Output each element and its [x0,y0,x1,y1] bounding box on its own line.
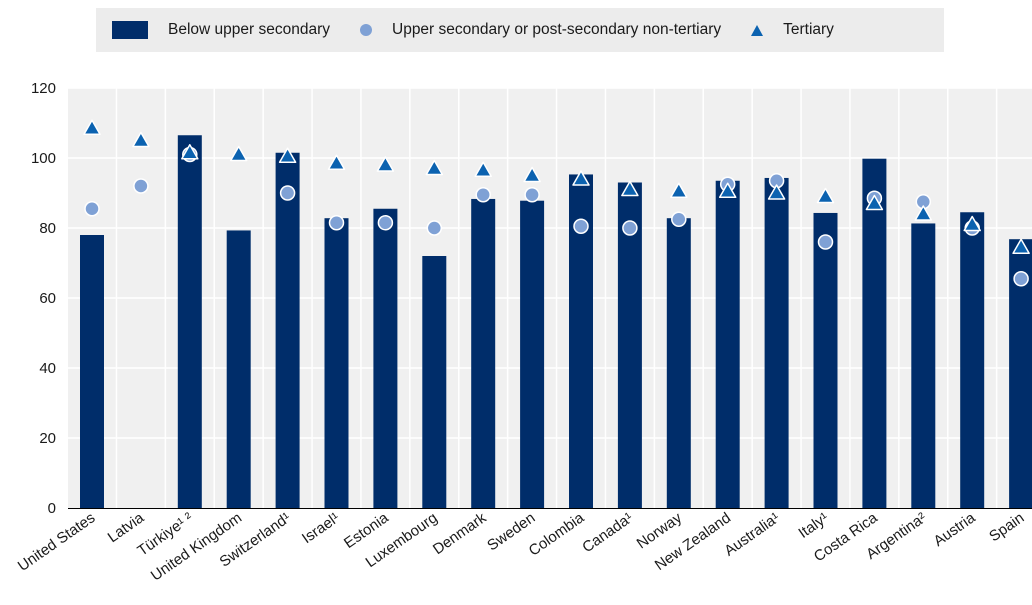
point-upper-secondary-norway [671,211,687,227]
point-tertiary-sweden [523,166,541,183]
point-tertiary-united-kingdom [229,145,248,162]
bar-costa-rica [862,158,887,508]
legend-item-tertiary: Tertiary [721,21,834,39]
point-tertiary-switzerland [278,147,297,163]
bar-israel [324,218,349,508]
y-tick-label: 80 [39,220,56,237]
point-upper-secondary-estonia [377,215,394,231]
bar-australia [764,177,789,508]
point-upper-secondary-latvia [133,178,149,194]
point-tertiary-spain [1012,238,1030,254]
legend-label-below-upper-secondary: Below upper secondary [168,21,330,38]
point-tertiary-united-states [83,119,101,135]
y-tick-label: 60 [39,290,56,307]
bar-united-states [80,235,104,508]
point-tertiary-denmark [474,161,492,177]
legend-circle-swatch [360,24,372,36]
point-upper-secondary-spain [1013,271,1029,287]
y-axis-ticks: 0 20 40 60 80 100 120 [31,80,56,517]
y-tick-label: 20 [39,430,56,447]
point-tertiary-colombia [572,170,590,186]
point-tertiary-luxembourg [425,159,444,176]
legend-label-tertiary: Tertiary [783,21,834,38]
point-tertiary-canada [621,180,639,197]
point-tertiary-australia [767,184,786,200]
legend-bar-swatch [112,21,148,39]
bar-argentina [911,223,936,508]
point-upper-secondary-colombia [573,218,589,234]
x-tick-label: Canada¹ [579,509,636,556]
point-upper-secondary-canada [622,220,638,236]
legend: Below upper secondary Upper secondary or… [96,8,944,52]
point-tertiary-latvia [132,131,150,148]
bar-new-zealand [715,180,740,508]
bar-spain [1009,239,1032,508]
bars [80,135,1032,508]
x-tick-label: Australia¹ [721,509,783,559]
bar-estonia [373,208,398,508]
point-upper-secondary-switzerland [279,185,296,201]
point-upper-secondary-united-states [84,201,100,217]
y-tick-label: 120 [31,80,56,97]
x-tick-label: Spain [986,509,1027,545]
legend-item-below-upper-secondary: Below upper secondary [96,21,330,39]
point-tertiary-italy [816,187,835,204]
bar-denmark [471,198,496,508]
bar-luxembourg [422,256,447,508]
markers [83,119,1030,287]
point-upper-secondary-luxembourg [426,220,443,236]
bar-austria [960,212,985,508]
bar-canada [617,182,642,508]
point-tertiary-israel [327,154,346,170]
point-tertiary-new-zealand [718,182,737,198]
bar-norway [666,218,691,508]
point-upper-secondary-italy [817,234,834,250]
x-tick-label: United States [15,509,99,575]
point-tertiary-austria [963,215,981,232]
y-tick-label: 40 [39,360,56,377]
point-tertiary-costa-rica [865,194,884,211]
bar-tu-rkiye [177,135,202,508]
point-tertiary-estonia [376,156,395,172]
legend-triangle-swatch [751,24,764,36]
point-upper-secondary-sweden [524,187,540,203]
x-tick-label: Israel¹ [299,509,343,547]
x-tick-label: Italy¹ [795,509,831,542]
bar-italy [813,212,838,508]
legend-label-upper-secondary: Upper secondary or post-secondary non-te… [392,21,722,38]
x-tick-label: Colombia [526,509,588,560]
point-upper-secondary-denmark [475,187,491,203]
point-upper-secondary-israel [328,215,345,231]
point-tertiary-norway [670,182,688,198]
bar-united-kingdom [226,230,251,508]
point-tertiary-tu-rkiye [181,144,199,160]
legend-item-upper-secondary: Upper secondary or post-secondary non-te… [330,21,721,39]
x-tick-label: Denmark [430,509,490,558]
point-tertiary-argentina [914,205,933,221]
y-tick-label: 100 [31,150,56,167]
y-tick-label: 0 [48,500,56,517]
bar-sweden [520,200,545,508]
bar-switzerland [275,152,300,508]
x-tick-label: Austria [930,509,979,550]
